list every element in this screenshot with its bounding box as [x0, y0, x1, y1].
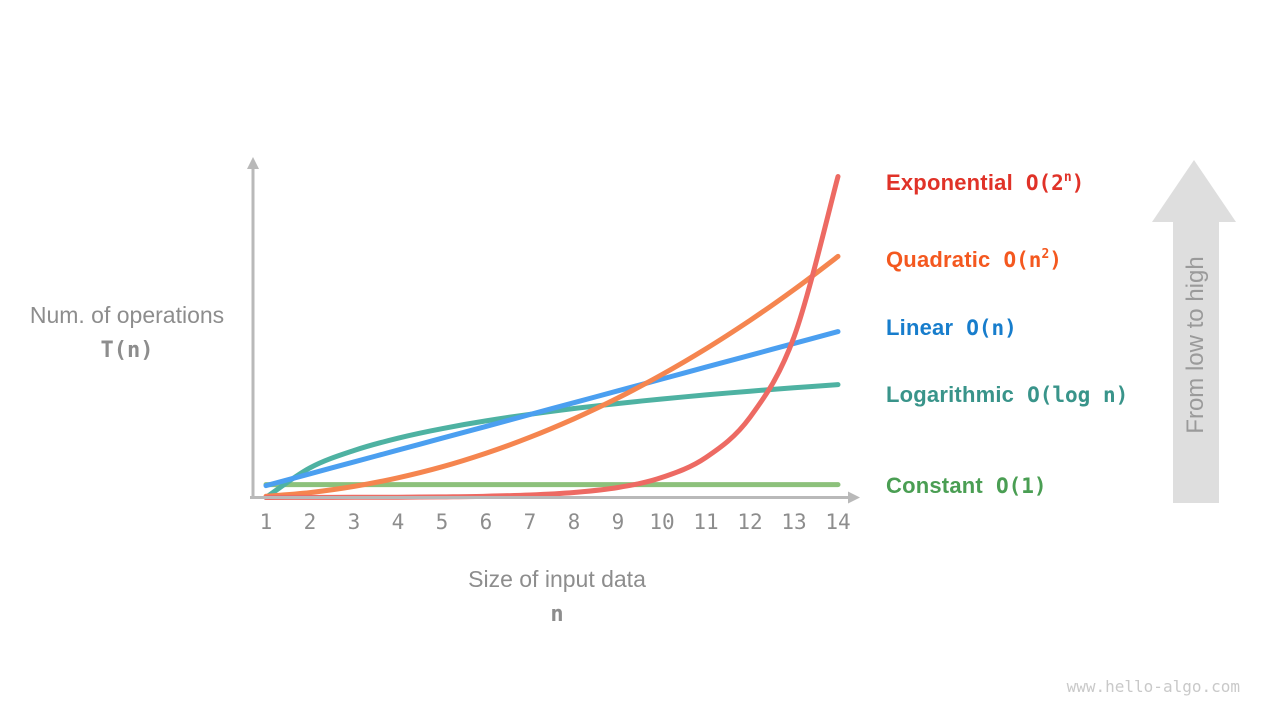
- up-arrow-icon: [1152, 160, 1236, 503]
- y-axis-title-text: Num. of operations: [29, 302, 225, 328]
- legend-series-name: Linear: [886, 315, 954, 340]
- legend-item-constant: Constant O(1): [886, 468, 1047, 503]
- curve-linear: [263, 329, 841, 489]
- x-tick-label: 5: [435, 510, 449, 534]
- legend-series-notation: O(2n): [1025, 170, 1085, 195]
- x-tick-label: 1: [259, 510, 273, 534]
- low-to-high-arrow: From low to high: [1152, 160, 1236, 503]
- legend-series-name: Logarithmic: [886, 382, 1015, 407]
- x-tick-label: 10: [649, 510, 675, 534]
- x-tick-label: 2: [303, 510, 317, 534]
- legend-series-notation: O(n2): [1003, 247, 1062, 272]
- legend-item-logarithmic: Logarithmic O(log n): [886, 377, 1128, 412]
- legend-series-notation: O(1): [995, 474, 1047, 498]
- curves-group: [263, 174, 841, 500]
- low-to-high-label: From low to high: [1182, 256, 1209, 433]
- axes-group: [247, 157, 860, 504]
- x-axis-title-text: Size of input data: [468, 566, 646, 592]
- legend-item-linear: Linear O(n): [886, 310, 1017, 345]
- x-tick-label: 14: [825, 510, 851, 534]
- y-axis-symbol: T(n): [100, 338, 154, 363]
- x-tick-label: 12: [737, 510, 763, 534]
- y-axis-title: Num. of operations T(n): [20, 300, 234, 366]
- x-axis-title: Size of input data n: [407, 564, 707, 630]
- legend-item-exponential: Exponential O(2n): [886, 165, 1084, 200]
- x-tick-label: 13: [781, 510, 807, 534]
- x-tick-label: 3: [347, 510, 361, 534]
- legend-item-quadratic: Quadratic O(n2): [886, 242, 1062, 277]
- x-axis-symbol: n: [550, 602, 564, 627]
- legend-series-notation: O(n): [966, 316, 1017, 340]
- legend-series-name: Exponential: [886, 170, 1013, 195]
- x-axis-arrowhead-icon: [848, 491, 860, 504]
- x-tick-label: 4: [391, 510, 405, 534]
- watermark: www.hello-algo.com: [1066, 677, 1240, 696]
- x-tick-labels: 1 2 3 4 5 6 7 8 9 10 11 12 13 14: [0, 510, 900, 538]
- legend-series-name: Quadratic: [886, 247, 991, 272]
- legend-series-name: Constant: [886, 473, 983, 498]
- curve-logarithmic: [263, 382, 841, 500]
- curve-quadratic: [263, 253, 841, 499]
- x-tick-label: 6: [479, 510, 493, 534]
- y-axis-arrowhead-icon: [247, 157, 259, 169]
- x-tick-label: 8: [567, 510, 581, 534]
- x-tick-label: 11: [693, 510, 719, 534]
- x-tick-label: 7: [523, 510, 537, 534]
- legend-series-notation: O(log n): [1027, 383, 1129, 407]
- x-tick-label: 9: [611, 510, 625, 534]
